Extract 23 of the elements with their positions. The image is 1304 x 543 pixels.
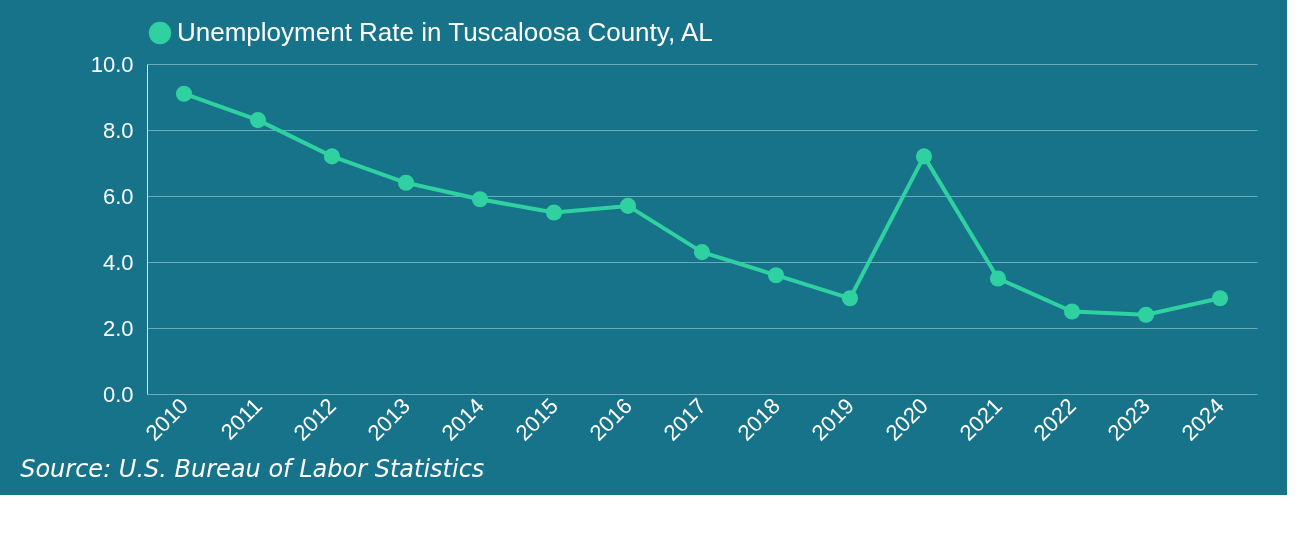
point — [1063, 303, 1081, 320]
point — [249, 112, 267, 129]
y-tick-label: 4.0 — [102, 249, 134, 275]
point — [841, 290, 859, 307]
point — [471, 191, 489, 208]
y-tick-label: 0.0 — [102, 381, 134, 407]
point — [693, 244, 711, 261]
point — [545, 204, 563, 221]
point — [915, 148, 933, 165]
point — [1137, 306, 1155, 323]
point — [619, 197, 637, 214]
y-tick-label: 8.0 — [102, 117, 134, 143]
point — [767, 267, 785, 284]
source-note: Source: U.S. Bureau of Labor Statistics — [20, 455, 485, 484]
point — [175, 85, 193, 102]
point — [989, 270, 1007, 287]
point — [1211, 290, 1229, 307]
y-tick-label: 6.0 — [102, 183, 134, 209]
point — [323, 148, 341, 165]
y-tick-label: 2.0 — [102, 315, 134, 341]
y-tick-label: 10.0 — [90, 51, 134, 77]
point — [397, 174, 415, 191]
legend-label: Unemployment Rate in Tuscaloosa County, AL — [177, 17, 713, 47]
